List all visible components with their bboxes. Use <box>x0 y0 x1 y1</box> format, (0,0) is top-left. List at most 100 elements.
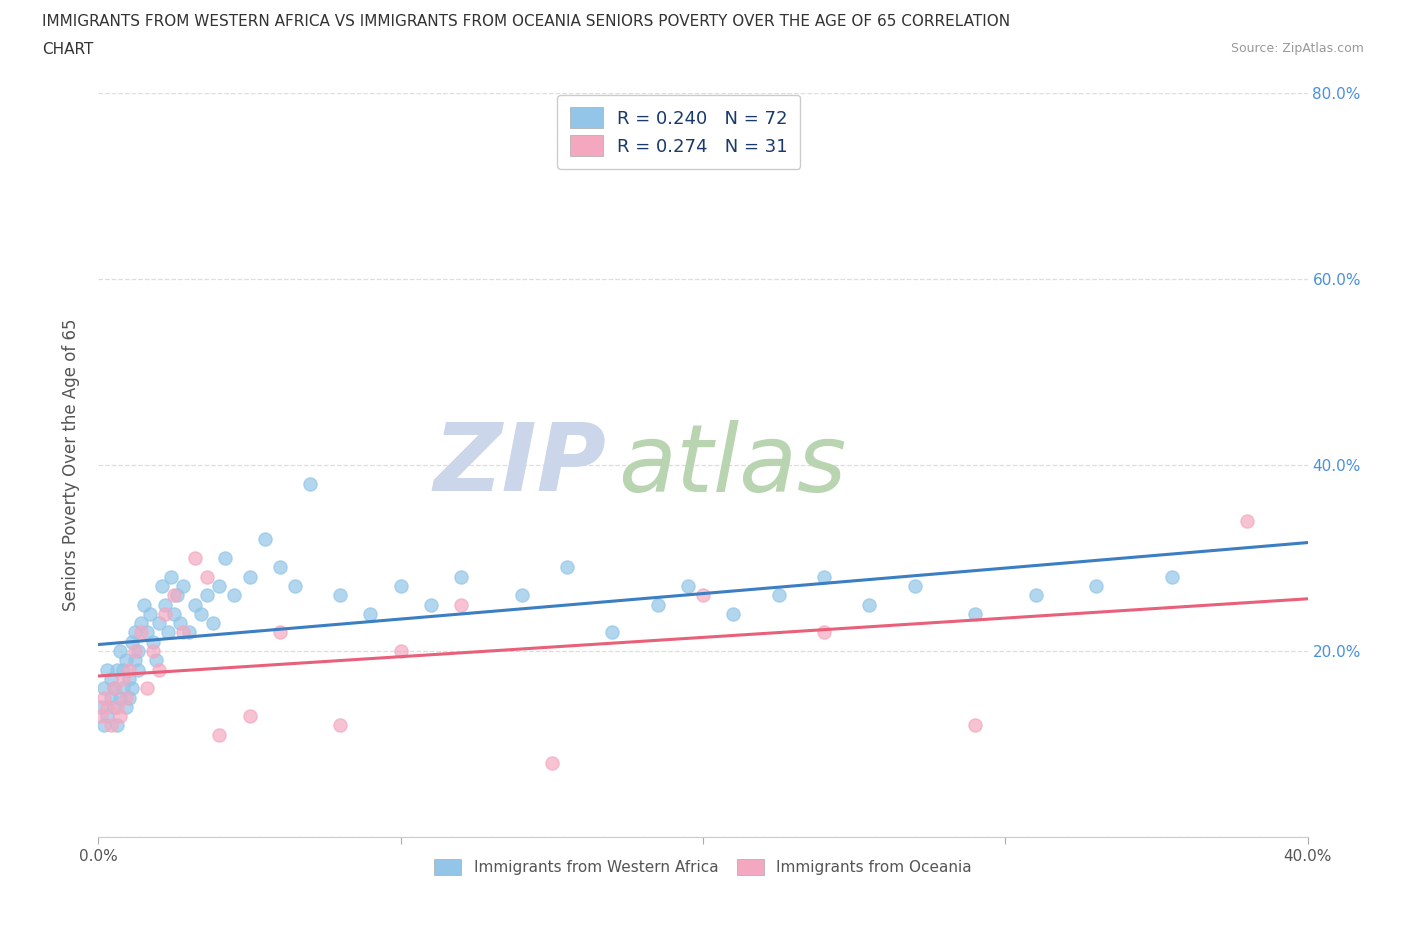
Point <box>510 588 533 603</box>
Point <box>420 597 443 612</box>
Point <box>965 718 987 733</box>
Point <box>103 699 125 714</box>
Point <box>676 578 699 593</box>
Point <box>269 560 291 575</box>
Y-axis label: Seniors Poverty Over the Age of 65: Seniors Poverty Over the Age of 65 <box>62 319 80 611</box>
Point <box>90 709 112 724</box>
Legend: Immigrants from Western Africa, Immigrants from Oceania: Immigrants from Western Africa, Immigran… <box>427 853 979 882</box>
Point <box>129 625 152 640</box>
Point <box>121 634 143 649</box>
Point <box>555 560 578 575</box>
Point <box>124 644 146 658</box>
Point <box>105 718 128 733</box>
Point <box>96 699 118 714</box>
Point <box>284 578 307 593</box>
Point <box>202 616 225 631</box>
Text: Source: ZipAtlas.com: Source: ZipAtlas.com <box>1230 42 1364 55</box>
Point <box>105 699 128 714</box>
Point <box>100 690 122 705</box>
Point <box>105 662 128 677</box>
Point <box>150 578 173 593</box>
Point <box>90 699 112 714</box>
Point <box>389 644 412 658</box>
Point <box>172 625 194 640</box>
Point <box>1160 569 1182 584</box>
Point <box>965 606 987 621</box>
Point <box>118 671 141 686</box>
Point <box>142 644 165 658</box>
Point <box>121 681 143 696</box>
Point <box>114 690 136 705</box>
Point <box>768 588 790 603</box>
Point <box>127 644 149 658</box>
Point <box>124 653 146 668</box>
Point <box>103 681 125 696</box>
Point <box>148 662 170 677</box>
Point <box>111 662 134 677</box>
Point <box>163 588 186 603</box>
Point <box>108 709 131 724</box>
Point <box>858 597 880 612</box>
Point <box>96 709 118 724</box>
Point <box>813 625 835 640</box>
Point <box>166 588 188 603</box>
Point <box>1085 578 1108 593</box>
Point <box>153 606 176 621</box>
Point <box>239 709 262 724</box>
Text: IMMIGRANTS FROM WESTERN AFRICA VS IMMIGRANTS FROM OCEANIA SENIORS POVERTY OVER T: IMMIGRANTS FROM WESTERN AFRICA VS IMMIGR… <box>42 14 1011 29</box>
Point <box>103 681 125 696</box>
Point <box>139 606 162 621</box>
Point <box>190 606 212 621</box>
Point <box>239 569 262 584</box>
Point <box>108 644 131 658</box>
Point <box>135 681 157 696</box>
Point <box>179 625 201 640</box>
Point <box>450 597 472 612</box>
Point <box>111 671 134 686</box>
Point <box>184 551 207 565</box>
Point <box>132 597 155 612</box>
Point <box>299 476 322 491</box>
Point <box>118 662 141 677</box>
Point <box>93 681 115 696</box>
Point <box>135 625 157 640</box>
Point <box>129 616 152 631</box>
Point <box>148 616 170 631</box>
Point <box>329 588 352 603</box>
Point <box>163 606 186 621</box>
Point <box>269 625 291 640</box>
Point <box>172 578 194 593</box>
Point <box>253 532 276 547</box>
Point <box>450 569 472 584</box>
Point <box>145 653 167 668</box>
Point <box>602 625 624 640</box>
Point <box>224 588 246 603</box>
Point <box>195 588 218 603</box>
Point <box>100 671 122 686</box>
Point <box>214 551 236 565</box>
Point <box>329 718 352 733</box>
Point <box>114 653 136 668</box>
Point <box>169 616 191 631</box>
Point <box>1236 513 1258 528</box>
Point <box>813 569 835 584</box>
Point <box>142 634 165 649</box>
Point <box>195 569 218 584</box>
Point <box>118 690 141 705</box>
Point <box>156 625 179 640</box>
Point <box>208 578 231 593</box>
Point <box>100 718 122 733</box>
Point <box>904 578 927 593</box>
Point <box>360 606 382 621</box>
Point <box>127 662 149 677</box>
Point <box>153 597 176 612</box>
Point <box>389 578 412 593</box>
Point <box>208 727 231 742</box>
Point <box>124 625 146 640</box>
Point <box>93 718 115 733</box>
Point <box>108 690 131 705</box>
Text: ZIP: ZIP <box>433 419 606 511</box>
Point <box>540 755 562 770</box>
Point <box>111 681 134 696</box>
Point <box>692 588 714 603</box>
